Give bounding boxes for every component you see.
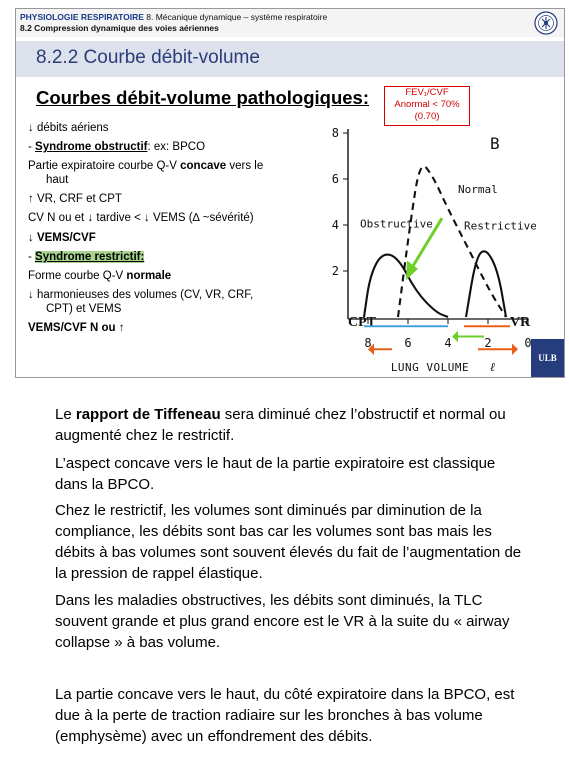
label-obstructive: Obstructive	[360, 217, 433, 230]
y-tick-label: 4	[332, 218, 339, 232]
bullet-cpt-vems: CPT) et VEMS	[46, 303, 122, 315]
slide-title: 8.2.2 Courbe débit-volume	[36, 47, 260, 68]
fev-ratio-box: FEV₁/CVF Anormal < 70% (0.70)	[384, 86, 470, 126]
header-course-line: PHYSIOLOGIE RESPIRATOIRE 8. Mécanique dy…	[20, 12, 327, 22]
green-arrow-small-head	[452, 330, 458, 343]
bullet-volumes: ↑ VR, CRF et CPT	[28, 193, 122, 205]
bullet-restrictif: - Syndrome restrictif:	[28, 250, 145, 264]
panel-label: B	[490, 134, 500, 153]
x-axis-unit: ℓ	[490, 360, 495, 373]
forme-normale: normale	[126, 270, 172, 282]
header-section: 8.2 Compression dynamique des voies aéri…	[20, 23, 219, 33]
paragraph-bpco: La partie concave vers le haut, du côté …	[55, 684, 525, 747]
bullet-dash-2: -	[28, 251, 36, 263]
green-arrow-head	[406, 260, 418, 281]
bullet-harmonieuses: ↓ harmonieuses des volumes (CV, VR, CRF,	[28, 289, 254, 301]
red-arrow-right-head	[512, 343, 518, 355]
paragraph-obstructives: Dans les maladies obstructives, les débi…	[55, 590, 525, 653]
obstructif-label: Syndrome obstructif	[35, 141, 148, 153]
slide-subtitle: Courbes débit-volume pathologiques:	[36, 87, 369, 109]
p3-text: Chez le restrictif, les volumes sont dim…	[55, 502, 522, 582]
expi-rest: vers le	[226, 160, 264, 172]
bullet-debits: ↓ débits aériens	[28, 122, 109, 134]
slide-header: PHYSIOLOGIE RESPIRATOIRE 8. Mécanique dy…	[16, 9, 564, 37]
x-tick-label: 4	[444, 336, 451, 350]
paragraph-tiffeneau: Le rapport de Tiffeneau sera diminué che…	[55, 404, 525, 446]
curve-obstructive	[362, 253, 449, 318]
flow-volume-chart: 8 6 4 2 8 6 4 2 0 LUNG VOLUME ℓ B Normal Obstructive…	[332, 126, 536, 373]
curve-restrictive	[464, 250, 508, 318]
forme-text: Forme courbe Q-V	[28, 270, 127, 282]
chart-annotations: Normal Obstructive Restrictive CPT VR	[348, 183, 536, 355]
label-cpt: CPT	[348, 315, 377, 330]
subtitle-text: Courbes débit-volume pathologiques	[36, 87, 363, 108]
p2-text: L’aspect concave vers le haut de la part…	[55, 455, 496, 493]
fev-line3: (0.70)	[414, 111, 440, 122]
green-arrow-shaft	[408, 217, 444, 272]
obstructif-example: : ex: BPCO	[147, 141, 206, 153]
y-tick-label: 6	[332, 172, 339, 186]
paragraph-restrictif: Chez le restrictif, les volumes sont dim…	[55, 500, 525, 584]
university-seal-logo	[534, 11, 558, 35]
p1-post: sera diminué chez l’obstructif et normal…	[55, 406, 506, 444]
paragraph-concave: L’aspect concave vers le haut de la part…	[55, 453, 525, 495]
x-tick-label: 6	[404, 336, 411, 350]
label-vr: VR	[510, 315, 531, 330]
bullet-vems-cvf: ↓ VEMS/CVF	[28, 232, 96, 244]
x-tick-label: 8	[364, 336, 371, 350]
chart-curves	[362, 165, 508, 318]
bullet-cv: CV N ou et ↓ tardive < ↓ VEMS (∆ ~sévéri…	[28, 212, 254, 224]
fev-line1: FEV₁/CVF	[405, 87, 449, 98]
slide: PHYSIOLOGIE RESPIRATOIRE 8. Mécanique dy…	[15, 8, 565, 378]
header-course: PHYSIOLOGIE RESPIRATOIRE	[20, 12, 144, 22]
bullet-partie-expiratoire: Partie expiratoire courbe Q-V concave ve…	[28, 159, 263, 173]
expi-text: Partie expiratoire courbe Q-V	[28, 160, 181, 172]
p5-text: La partie concave vers le haut, du côté …	[55, 686, 515, 745]
x-axis-label: LUNG VOLUME	[391, 361, 469, 373]
p1-bold: rapport de Tiffeneau	[75, 406, 221, 423]
p1-pre: Le	[55, 406, 76, 423]
title-bar	[16, 41, 564, 77]
p4-text: Dans les maladies obstructives, les débi…	[55, 592, 510, 651]
expi-concave: concave	[180, 160, 227, 172]
subtitle-colon: :	[362, 87, 370, 108]
chart-axes: 8 6 4 2 8 6 4 2 0 LUNG VOLUME ℓ B	[332, 126, 532, 373]
bullet-obstructif: - Syndrome obstructif: ex: BPCO	[28, 140, 205, 154]
red-arrow-left-head	[368, 343, 374, 355]
bullet-dash: -	[28, 141, 36, 153]
curve-normal	[396, 165, 507, 318]
header-chapter: 8. Mécanique dynamique – système respira…	[143, 12, 328, 22]
bullet-haut: haut	[46, 174, 69, 186]
bullet-forme: Forme courbe Q-V normale	[28, 269, 171, 283]
y-tick-label: 8	[332, 126, 339, 140]
fev-line2: Anormal < 70%	[394, 99, 460, 110]
bullet-vems-cvf-n: VEMS/CVF N ou ↑	[28, 322, 125, 334]
x-tick-label: 0	[524, 336, 531, 350]
label-normal: Normal	[458, 183, 498, 196]
restrictif-label: Syndrome restrictif:	[35, 251, 145, 263]
x-tick-label: 2	[484, 336, 491, 350]
y-tick-label: 2	[332, 264, 339, 278]
label-restrictive: Restrictive	[464, 220, 536, 233]
ulb-badge: ULB	[531, 339, 564, 377]
